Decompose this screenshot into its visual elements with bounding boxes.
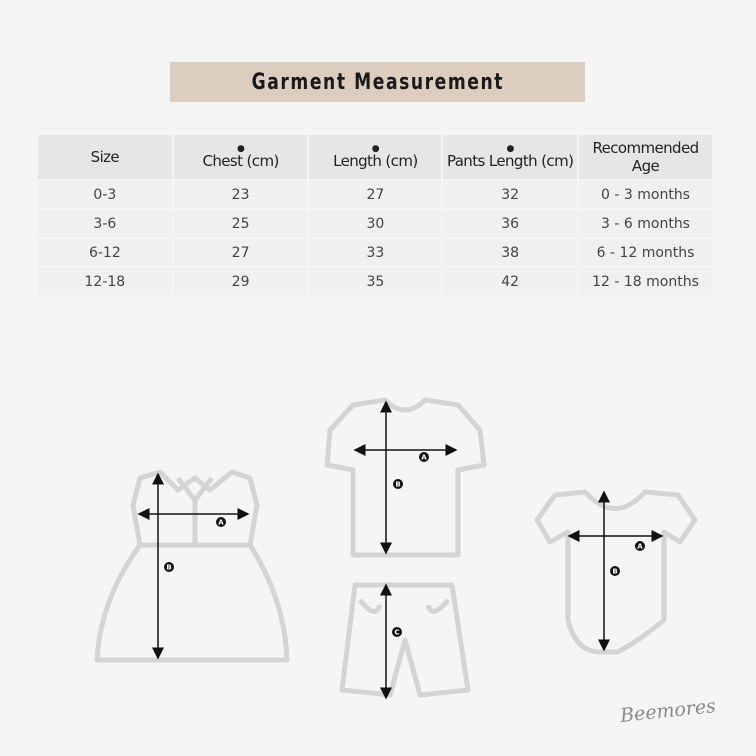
table-row: 3-6 25 30 36 3 - 6 months — [38, 209, 714, 239]
header-recommended-age: Recommended Age — [578, 135, 714, 181]
table-cell: 27 — [172, 238, 310, 268]
table-cell: 3-6 — [38, 209, 174, 239]
svg-text:A: A — [218, 519, 224, 527]
table-cell: 12 - 18 months — [578, 267, 714, 297]
marker-a-icon: A — [419, 452, 429, 462]
table-cell: 6-12 — [38, 238, 174, 268]
marker-a-icon: ● — [236, 143, 245, 154]
table-cell: 29 — [172, 267, 310, 297]
marker-b-icon: B — [393, 479, 403, 489]
table-cell: 25 — [172, 209, 310, 239]
measure-arrows — [137, 400, 664, 700]
table-row: 12-18 29 35 42 12 - 18 months — [38, 267, 714, 297]
table-cell: 32 — [442, 180, 580, 210]
table-cell: 30 — [308, 209, 444, 239]
svg-text:B: B — [166, 564, 171, 572]
table-cell: 0-3 — [38, 180, 174, 210]
marker-a-icon: A — [216, 517, 226, 527]
table-cell: 6 - 12 months — [578, 238, 714, 268]
svg-text:C: C — [394, 629, 399, 637]
header-length: ● Length (cm) — [308, 135, 444, 181]
bodysuit-outline-icon — [534, 489, 698, 655]
table-cell: 33 — [308, 238, 444, 268]
table-cell: 27 — [308, 180, 444, 210]
shorts-outline-icon — [339, 582, 471, 698]
svg-text:A: A — [421, 454, 427, 462]
page-title: Garment Measurement — [251, 69, 504, 95]
table-header-row: Size ● Chest (cm) ● Length (cm) ● Pants Len… — [38, 135, 714, 181]
tshirt-outline-icon — [324, 397, 487, 558]
table-cell: 38 — [442, 238, 580, 268]
table-cell: 12-18 — [38, 267, 174, 297]
header-pants-length: ● Pants Length (cm) — [442, 135, 580, 181]
marker-a-icon: A — [635, 541, 645, 551]
header-size: Size — [38, 135, 174, 181]
marker-c-icon: ● — [506, 143, 515, 154]
table-cell: 23 — [172, 180, 310, 210]
size-table: Size ● Chest (cm) ● Length (cm) ● Pants Len… — [38, 135, 714, 297]
marker-b-icon: B — [164, 562, 174, 572]
table-row: 0-3 23 27 32 0 - 3 months — [38, 180, 714, 210]
table-cell: 36 — [442, 209, 580, 239]
title-banner: Garment Measurement — [170, 62, 585, 102]
table-cell: 3 - 6 months — [578, 209, 714, 239]
dress-outline-icon — [94, 469, 290, 663]
marker-b-icon: B — [610, 566, 620, 576]
table-cell: 42 — [442, 267, 580, 297]
marker-b-icon: ● — [371, 143, 380, 154]
svg-text:A: A — [637, 543, 643, 551]
table-cell: 0 - 3 months — [578, 180, 714, 210]
marker-c-icon: C — [392, 627, 402, 637]
svg-text:B: B — [395, 481, 400, 489]
header-chest: ● Chest (cm) — [172, 135, 310, 181]
svg-text:B: B — [612, 568, 617, 576]
table-row: 6-12 27 33 38 6 - 12 months — [38, 238, 714, 268]
table-cell: 35 — [308, 267, 444, 297]
